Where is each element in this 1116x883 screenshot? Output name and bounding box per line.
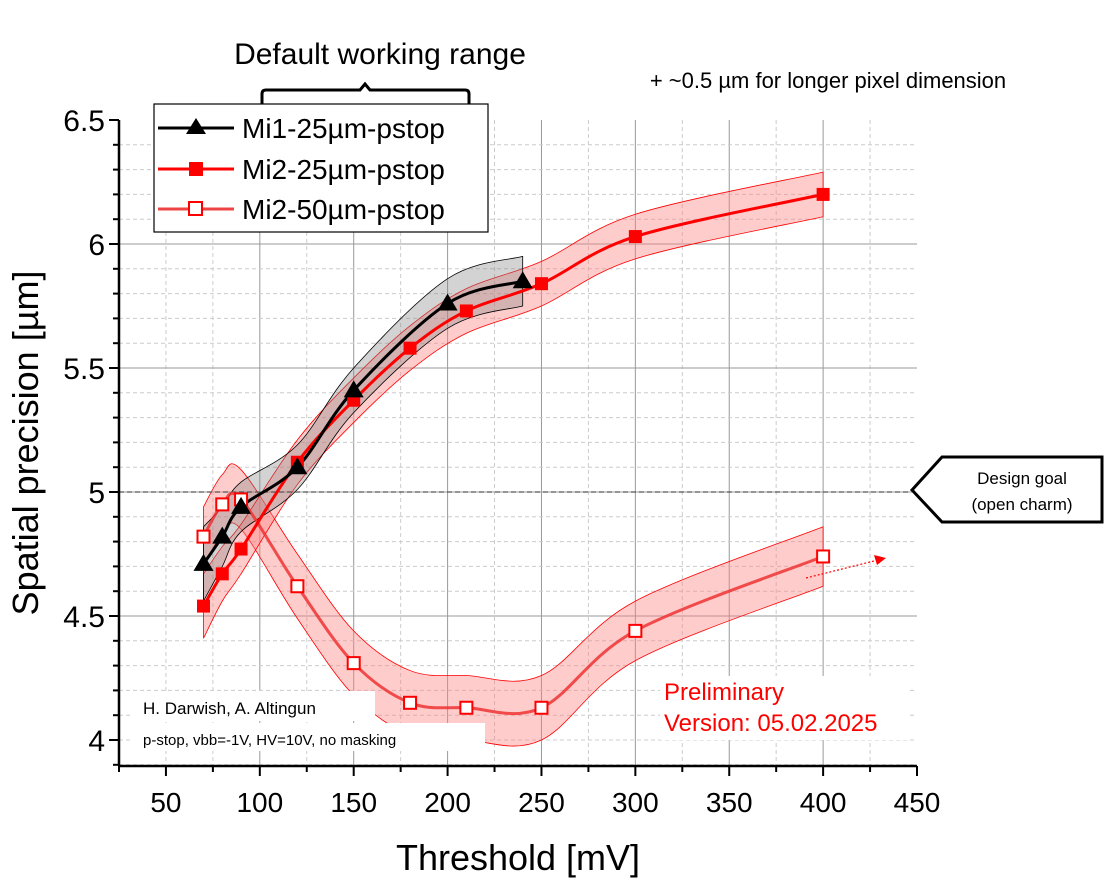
data-point-filled-square [534, 277, 548, 291]
pixel-note: + ~0.5 µm for longer pixel dimension [650, 68, 1006, 93]
data-point-triangle [437, 293, 458, 311]
working-range-bracket [260, 81, 471, 104]
data-point-filled-square [215, 567, 229, 581]
confidence-band [203, 463, 824, 747]
legend-item-mi2-50: Mi2-50µm-pstop [158, 194, 445, 225]
svg-text:Mi2-25µm-pstop: Mi2-25µm-pstop [242, 154, 445, 185]
legend-item-mi2-25: Mi2-25µm-pstop [158, 154, 445, 185]
authors-note: H. Darwish, A. Altingun [143, 699, 316, 718]
svg-text:Mi1-25µm-pstop: Mi1-25µm-pstop [242, 113, 445, 144]
data-point-filled-square [196, 599, 210, 613]
data-point-filled-square [403, 341, 417, 355]
x-tick-label: 100 [236, 787, 283, 818]
data-point-filled-square [459, 304, 473, 318]
x-tick-label: 250 [518, 787, 565, 818]
y-tick-label: 6 [88, 229, 105, 262]
x-tick-label: 400 [800, 787, 847, 818]
data-point-triangle [512, 271, 533, 289]
y-tick-label: 5.5 [63, 353, 105, 386]
series-line [202, 192, 824, 607]
data-point-open-square [628, 623, 643, 638]
data-point-open-square [816, 549, 831, 564]
axes: 50 100 150 200 250 300 350 400 450 4 4.5 5 5.5 6 6.5 [63, 105, 940, 818]
data-point-triangle [343, 380, 364, 398]
working-range-label: Default working range [234, 38, 526, 71]
data-point-triangle [212, 526, 233, 544]
legend: Mi1-25µm-pstop Mi2-25µm-pstop Mi2-50µm-p… [153, 103, 489, 233]
arrow-head-icon [874, 555, 886, 565]
y-tick-label: 4 [88, 725, 105, 758]
x-tick-label: 450 [894, 787, 941, 818]
legend-item-mi1: Mi1-25µm-pstop [158, 113, 445, 144]
data-point-open-square [459, 700, 474, 715]
x-tick-label: 350 [706, 787, 753, 818]
confidence-band [203, 171, 824, 639]
x-tick-label: 150 [330, 787, 377, 818]
x-tick-label: 300 [612, 787, 659, 818]
data-point-filled-square [234, 542, 248, 556]
x-axis-label: Threshold [mV] [396, 837, 640, 878]
data-point-triangle [287, 457, 308, 475]
svg-text:Design goal: Design goal [977, 469, 1067, 488]
x-tick-label: 200 [424, 787, 471, 818]
data-point-open-square [534, 700, 549, 715]
y-tick-label: 5 [88, 477, 105, 510]
data-point-filled-square [816, 187, 830, 201]
triangle-icon [186, 118, 206, 134]
conditions-note: p-stop, vbb=-1V, HV=10V, no masking [143, 732, 396, 749]
y-tick-label: 6.5 [63, 105, 105, 138]
data-point-open-square [290, 579, 305, 594]
svg-text:Mi2-50µm-pstop: Mi2-50µm-pstop [242, 194, 445, 225]
data-point-open-square [196, 529, 211, 544]
data-point-open-square [215, 497, 230, 512]
y-axis-label: Spatial precision [µm] [5, 271, 46, 616]
x-tick-label: 50 [150, 787, 181, 818]
version-label: Version: 05.02.2025 [664, 710, 878, 737]
filled-square-icon [189, 162, 203, 176]
data-point-triangle [193, 553, 214, 571]
y-tick-label: 4.5 [63, 601, 105, 634]
preliminary-label: Preliminary [664, 679, 784, 706]
data-point-open-square [403, 695, 418, 710]
design-goal-callout: Design goal (open charm) [909, 455, 1104, 524]
series-markers [193, 187, 831, 715]
data-point-triangle [231, 496, 252, 514]
data-point-filled-square [628, 230, 642, 244]
open-square-icon [188, 201, 203, 216]
trend-arrow [805, 559, 879, 579]
data-point-open-square [346, 656, 361, 671]
svg-text:(open charm): (open charm) [971, 495, 1072, 514]
